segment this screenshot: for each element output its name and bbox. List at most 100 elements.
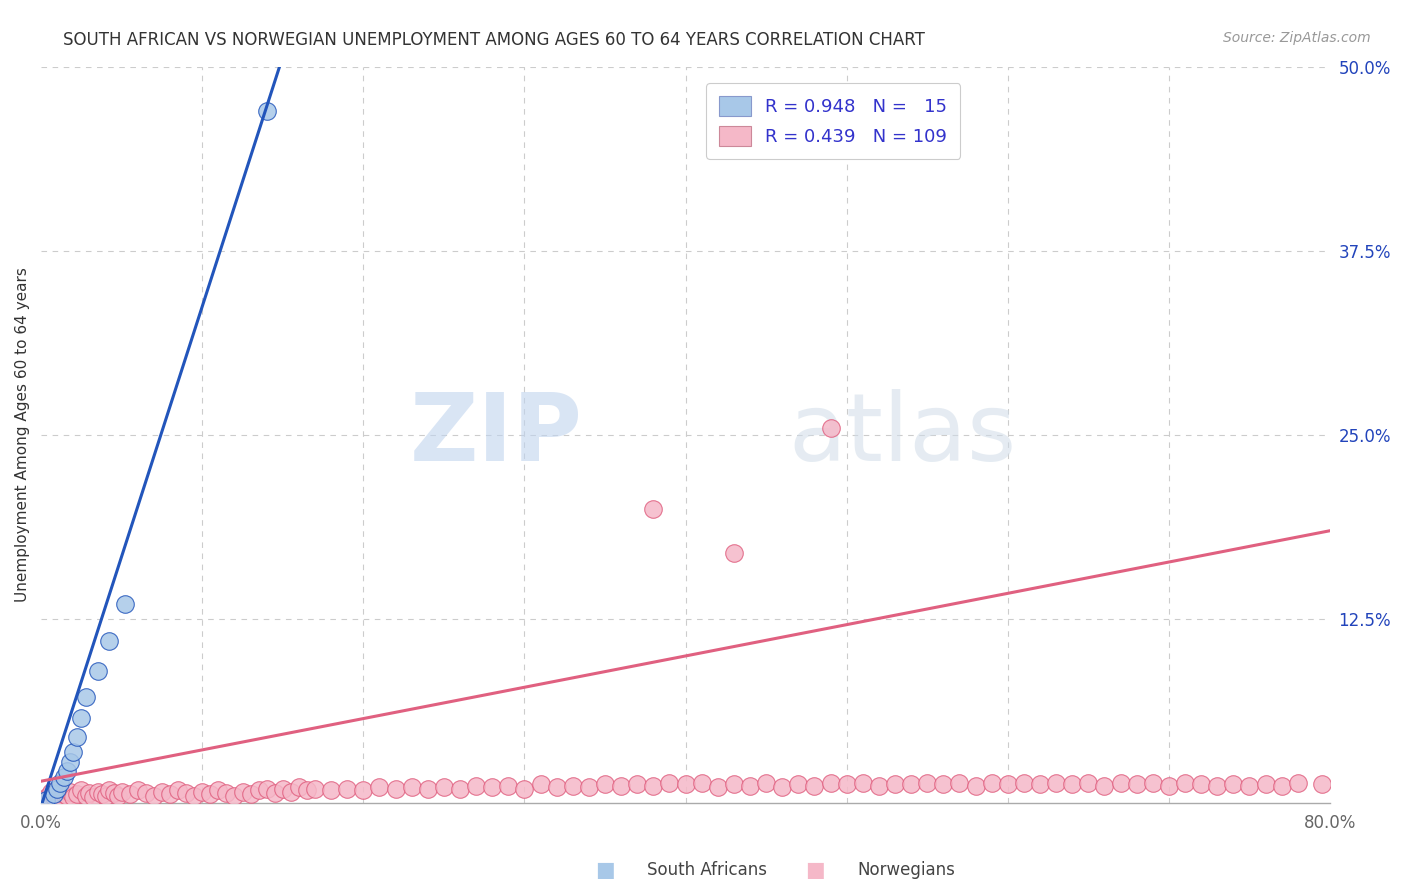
Point bbox=[755, 775, 778, 789]
Point bbox=[75, 690, 97, 705]
Point bbox=[231, 784, 253, 798]
Point bbox=[86, 664, 108, 678]
Text: ZIP: ZIP bbox=[409, 389, 582, 481]
Point bbox=[94, 789, 117, 803]
Point bbox=[111, 784, 134, 798]
Point bbox=[49, 775, 72, 789]
Point bbox=[174, 786, 197, 800]
Point bbox=[1029, 777, 1052, 791]
Point bbox=[56, 789, 79, 803]
Point bbox=[1174, 775, 1197, 789]
Point bbox=[127, 783, 149, 797]
Point bbox=[561, 779, 583, 793]
Point bbox=[304, 781, 326, 796]
Point bbox=[498, 779, 520, 793]
Point bbox=[643, 501, 665, 516]
Point bbox=[59, 755, 82, 769]
Point bbox=[593, 777, 616, 791]
Point bbox=[787, 777, 810, 791]
Point bbox=[97, 634, 120, 648]
Point bbox=[900, 777, 922, 791]
Text: South Africans: South Africans bbox=[647, 861, 766, 879]
Point bbox=[91, 788, 114, 802]
Point bbox=[107, 789, 129, 803]
Point bbox=[1222, 777, 1244, 791]
Point bbox=[263, 786, 285, 800]
Point bbox=[75, 789, 97, 803]
Point bbox=[835, 777, 858, 791]
Point bbox=[578, 780, 600, 794]
Point bbox=[820, 775, 842, 789]
Point bbox=[49, 792, 72, 806]
Text: SOUTH AFRICAN VS NORWEGIAN UNEMPLOYMENT AMONG AGES 60 TO 64 YEARS CORRELATION CH: SOUTH AFRICAN VS NORWEGIAN UNEMPLOYMENT … bbox=[63, 31, 925, 49]
Point bbox=[1157, 779, 1180, 793]
Point bbox=[1310, 777, 1333, 791]
Point bbox=[207, 783, 229, 797]
Point bbox=[997, 777, 1019, 791]
Point bbox=[675, 777, 697, 791]
Point bbox=[82, 790, 104, 805]
Point bbox=[433, 780, 456, 794]
Point bbox=[368, 780, 391, 794]
Point bbox=[1012, 775, 1035, 789]
Point bbox=[723, 546, 745, 560]
Point bbox=[1094, 779, 1116, 793]
Y-axis label: Unemployment Among Ages 60 to 64 years: Unemployment Among Ages 60 to 64 years bbox=[15, 268, 30, 602]
Point bbox=[980, 775, 1002, 789]
Point bbox=[884, 777, 907, 791]
Point bbox=[610, 779, 633, 793]
Text: atlas: atlas bbox=[789, 389, 1017, 481]
Point bbox=[215, 786, 238, 800]
Point bbox=[1286, 775, 1309, 789]
Point bbox=[70, 711, 93, 725]
Point bbox=[1125, 777, 1147, 791]
Point bbox=[247, 783, 270, 797]
Point bbox=[135, 786, 157, 800]
Point bbox=[1077, 775, 1099, 789]
Point bbox=[336, 781, 359, 796]
Point bbox=[948, 775, 970, 789]
Point bbox=[1142, 775, 1164, 789]
Point bbox=[643, 779, 665, 793]
Point bbox=[690, 775, 713, 789]
Point bbox=[79, 786, 101, 800]
Point bbox=[401, 780, 423, 794]
Point bbox=[65, 730, 87, 744]
Point bbox=[52, 770, 75, 784]
Point bbox=[965, 779, 987, 793]
Point bbox=[65, 788, 87, 802]
Point bbox=[1254, 777, 1277, 791]
Point bbox=[546, 780, 568, 794]
Point bbox=[852, 775, 875, 789]
Point bbox=[103, 786, 125, 800]
Point bbox=[707, 780, 730, 794]
Point bbox=[37, 789, 59, 803]
Point bbox=[1239, 779, 1261, 793]
Text: Norwegians: Norwegians bbox=[858, 861, 956, 879]
Point bbox=[191, 784, 214, 798]
Point bbox=[868, 779, 890, 793]
Point bbox=[224, 789, 246, 803]
Point bbox=[142, 789, 165, 803]
Point bbox=[449, 781, 471, 796]
Point bbox=[295, 783, 318, 797]
Point bbox=[723, 777, 745, 791]
Point bbox=[1271, 779, 1294, 793]
Point bbox=[738, 779, 761, 793]
Point bbox=[416, 781, 439, 796]
Point bbox=[626, 777, 648, 791]
Text: ■: ■ bbox=[595, 860, 614, 880]
Point bbox=[62, 745, 84, 759]
Point bbox=[118, 788, 141, 802]
Point bbox=[513, 781, 536, 796]
Point bbox=[1062, 777, 1084, 791]
Point bbox=[97, 783, 120, 797]
Point bbox=[770, 780, 793, 794]
Point bbox=[35, 793, 58, 807]
Point bbox=[465, 779, 488, 793]
Point bbox=[167, 783, 190, 797]
Text: ■: ■ bbox=[806, 860, 825, 880]
Point bbox=[86, 784, 108, 798]
Point bbox=[52, 788, 75, 802]
Point bbox=[932, 777, 955, 791]
